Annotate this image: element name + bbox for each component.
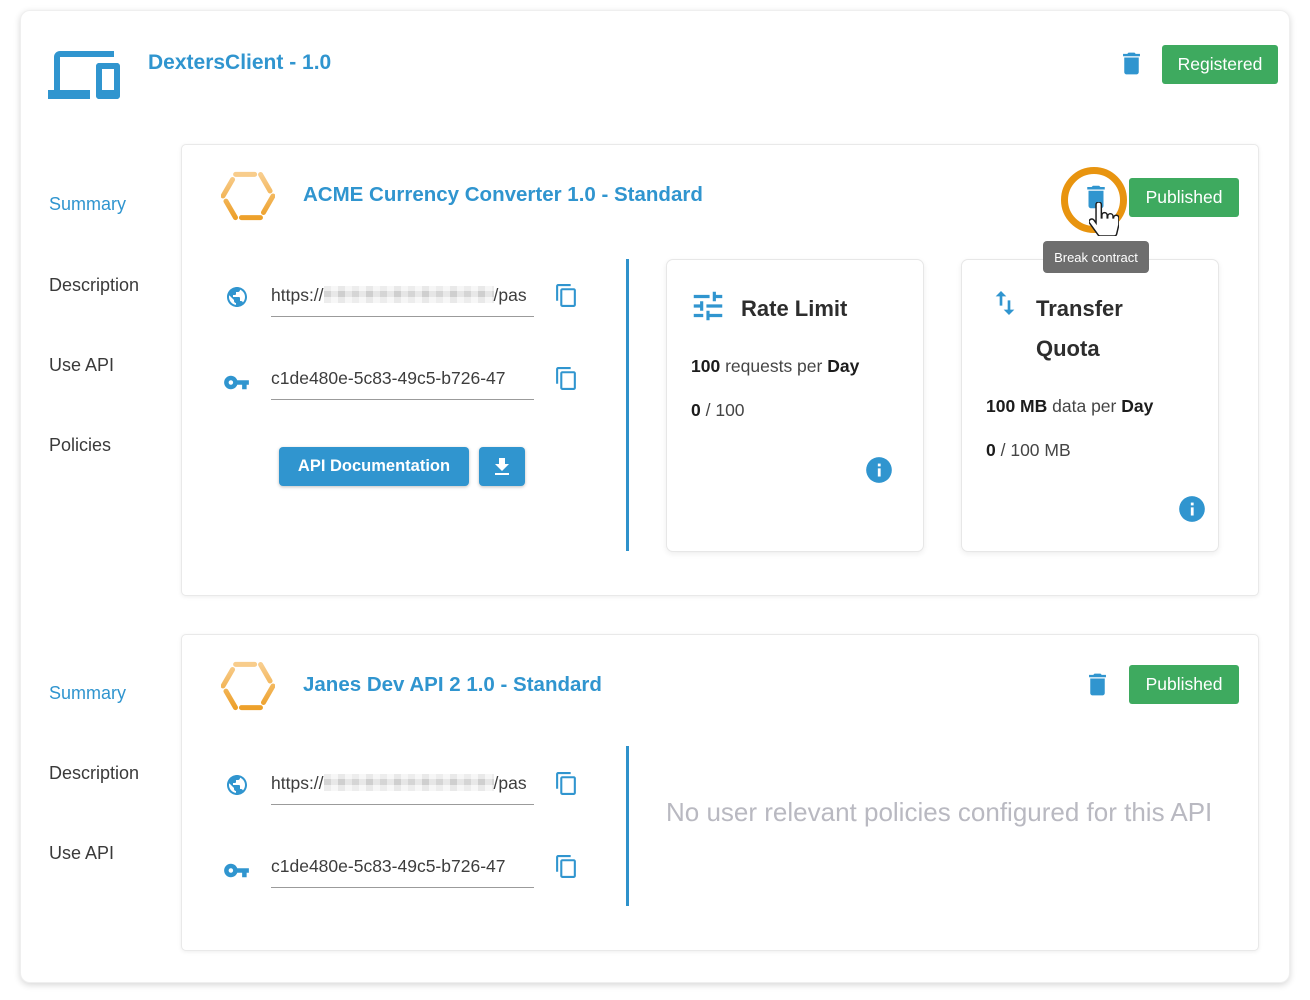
api-documentation-button[interactable]: API Documentation xyxy=(279,447,469,486)
policy-limit-line: 100 MB data per Day xyxy=(986,396,1154,416)
api-key-field[interactable]: c1de480e-5c83-49c5-b726-47 xyxy=(271,368,534,400)
section-divider xyxy=(626,259,629,551)
api-status-badge: Published xyxy=(1129,665,1239,704)
no-policies-message: No user relevant policies configured for… xyxy=(666,797,1213,827)
break-contract-tooltip: Break contract xyxy=(1043,241,1149,273)
sidebar-item-use-api-2[interactable]: Use API xyxy=(49,843,115,863)
api-key-field[interactable]: c1de480e-5c83-49c5-b726-47 xyxy=(271,856,534,888)
sidebar-item-summary-1[interactable]: Summary xyxy=(49,194,127,214)
endpoint-url-field[interactable]: https:// /pas xyxy=(271,773,534,805)
client-title: DextersClient - 1.0 xyxy=(148,51,332,74)
endpoint-url-field[interactable]: https:// /pas xyxy=(271,285,534,317)
policy-title: Transfer Quota xyxy=(1036,296,1123,361)
api-hexagon-icon xyxy=(221,659,275,713)
info-icon[interactable] xyxy=(1178,495,1206,523)
break-contract-trash-icon[interactable] xyxy=(1081,182,1111,212)
client-status-badge: Registered xyxy=(1162,45,1278,84)
api-title: Janes Dev API 2 1.0 - Standard xyxy=(303,673,602,696)
policy-usage-line: 0 / 100 xyxy=(691,400,745,420)
endpoint-prefix: https:// xyxy=(271,773,324,793)
sidebar-item-summary-2[interactable]: Summary xyxy=(49,683,127,703)
globe-icon xyxy=(227,775,247,795)
info-icon[interactable] xyxy=(865,456,893,484)
transfer-swap-arrows-icon xyxy=(995,291,1015,315)
endpoint-suffix: /pas xyxy=(493,285,527,305)
download-definition-button[interactable] xyxy=(479,447,525,486)
break-contract-trash-icon[interactable] xyxy=(1083,670,1112,699)
sidebar-item-policies-1[interactable]: Policies xyxy=(49,435,112,455)
policy-limit-line: 100 requests per Day xyxy=(691,356,860,376)
sidebar-item-description-1[interactable]: Description xyxy=(49,275,140,295)
sidebar-item-use-api-1[interactable]: Use API xyxy=(49,355,115,375)
unregister-client-trash-icon[interactable] xyxy=(1117,49,1146,78)
api-key-icon xyxy=(224,863,249,878)
policy-card-rate-limit: Rate Limit 100 requests per Day 0 / 100 xyxy=(666,259,924,552)
policy-card-transfer-quota: Transfer Quota 100 MB data per Day 0 / 1… xyxy=(961,259,1219,552)
api-hexagon-icon xyxy=(221,169,275,223)
api-status-badge: Published xyxy=(1129,178,1239,217)
policy-usage-line: 0 / 100 MB xyxy=(986,440,1071,460)
download-icon xyxy=(495,457,509,475)
policy-title: Rate Limit xyxy=(741,296,848,321)
redacted-url-segment xyxy=(323,774,494,791)
globe-icon xyxy=(227,287,247,307)
sidebar-item-description-2[interactable]: Description xyxy=(49,763,140,783)
api-card-janes xyxy=(181,634,1259,951)
copy-endpoint-icon[interactable] xyxy=(554,283,579,308)
app-container: DextersClient - 1.0 Registered Summary D… xyxy=(20,10,1290,983)
section-divider xyxy=(626,746,629,906)
endpoint-prefix: https:// xyxy=(271,285,324,305)
rate-limit-tune-icon xyxy=(693,291,723,321)
endpoint-suffix: /pas xyxy=(493,773,527,793)
copy-api-key-icon[interactable] xyxy=(554,854,579,879)
copy-api-key-icon[interactable] xyxy=(554,366,579,391)
devices-logo-icon xyxy=(48,51,120,99)
api-key-icon xyxy=(224,375,249,390)
copy-endpoint-icon[interactable] xyxy=(554,771,579,796)
api-title: ACME Currency Converter 1.0 - Standard xyxy=(303,183,703,206)
redacted-url-segment xyxy=(323,286,494,303)
